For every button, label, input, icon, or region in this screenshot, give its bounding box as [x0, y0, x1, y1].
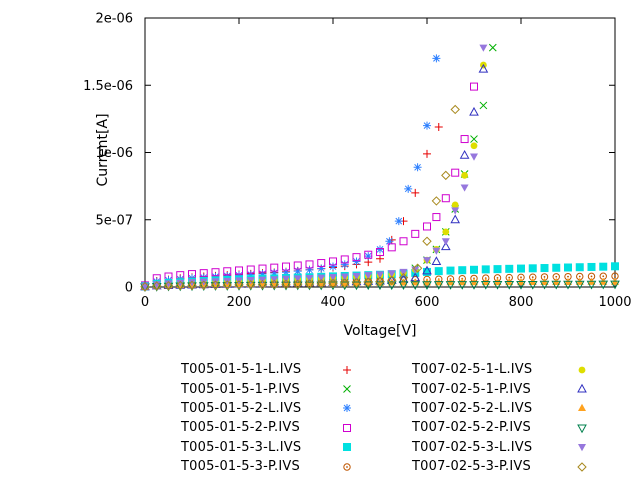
legend-item: T005-01-5-1-L.IVS: [181, 360, 355, 379]
square-filled-marker-icon: [343, 443, 351, 452]
legend-marker-icon: [574, 420, 590, 436]
legend-marker-icon: [574, 459, 590, 475]
legend-item: T007-02-5-3-L.IVS: [412, 438, 590, 457]
legend-marker-icon: [574, 400, 590, 416]
legend-label: T005-01-5-3-L.IVS: [181, 439, 302, 455]
legend-label: T005-01-5-3-P.IVS: [181, 459, 300, 475]
triangle-down-filled-marker-icon: [578, 444, 586, 452]
legend-marker-icon: [339, 459, 355, 475]
svg-text:1000: 1000: [598, 295, 631, 310]
legend-label: T007-02-5-1-L.IVS: [412, 362, 533, 378]
legend-item: T007-02-5-1-L.IVS: [412, 360, 590, 379]
legend-marker-icon: [339, 420, 355, 436]
series-points: [140, 43, 620, 293]
svg-text:200: 200: [227, 295, 252, 310]
svg-text:2e-06: 2e-06: [95, 12, 133, 27]
legend-label: T005-01-5-1-L.IVS: [181, 362, 302, 378]
legend-marker-icon: [339, 381, 355, 397]
legend-marker-icon: [339, 400, 355, 416]
legend-column-left: T005-01-5-1-L.IVS T005-01-5-1-P.IVS T005…: [181, 360, 355, 476]
triangle-down-open-marker-icon: [577, 424, 587, 434]
legend-label: T007-02-5-1-P.IVS: [412, 381, 531, 397]
svg-text:600: 600: [415, 295, 440, 310]
legend-column-right: T007-02-5-1-L.IVS T007-02-5-1-P.IVS T007…: [412, 360, 590, 476]
legend-item: T005-01-5-3-L.IVS: [181, 438, 355, 457]
svg-text:1.5e-06: 1.5e-06: [83, 79, 133, 94]
legend-item: T007-02-5-2-L.IVS: [412, 399, 590, 418]
svg-text:800: 800: [509, 295, 534, 310]
legend-item: T007-02-5-3-P.IVS: [412, 457, 590, 476]
series-T005-01-5-1-P.IVS: [141, 43, 497, 291]
triangle-up-filled-marker-icon: [578, 404, 586, 412]
series-T005-01-5-2-L.IVS: [141, 54, 441, 290]
legend-label: T007-02-5-2-L.IVS: [412, 400, 533, 416]
square-open-marker-icon: [343, 423, 351, 432]
x-axis-title: Voltage[V]: [343, 323, 417, 339]
legend-marker-icon: [339, 362, 355, 378]
legend-item: T005-01-5-2-P.IVS: [181, 418, 355, 437]
legend-item: T007-02-5-1-P.IVS: [412, 379, 590, 398]
series-T007-02-5-1-L.IVS: [141, 61, 487, 290]
svg-text:1e-06: 1e-06: [95, 146, 133, 161]
legend-label: T007-02-5-3-L.IVS: [412, 439, 533, 455]
circle-filled-marker-icon: [578, 366, 586, 374]
series-T007-02-5-1-P.IVS: [140, 63, 489, 291]
triangle-up-open-marker-icon: [577, 383, 587, 393]
legend-item: T005-01-5-2-L.IVS: [181, 399, 355, 418]
svg-text:0: 0: [125, 281, 133, 296]
series-T005-01-5-1-L.IVS: [141, 122, 443, 290]
circle-open-marker-icon: [343, 462, 351, 471]
legend-label: T007-02-5-2-P.IVS: [412, 420, 531, 436]
legend-marker-icon: [574, 439, 590, 455]
svg-text:0: 0: [141, 295, 149, 310]
legend-marker-icon: [339, 439, 355, 455]
legend-label: T005-01-5-1-P.IVS: [181, 381, 300, 397]
diamond-open-marker-icon: [577, 461, 587, 472]
legend-label: T005-01-5-2-L.IVS: [181, 400, 302, 416]
axis-tick-labels: 0 200 400 600 800 1000 0 5e-07 1e-06 1.5e-06 2e-06: [83, 12, 631, 311]
legend-item: T005-01-5-3-P.IVS: [181, 457, 355, 476]
legend-marker-icon: [574, 381, 590, 397]
cross-marker-icon: [343, 385, 351, 393]
legend-marker-icon: [574, 362, 590, 378]
legend-label: T005-01-5-2-P.IVS: [181, 420, 300, 436]
plus-marker-icon: [343, 365, 351, 374]
svg-text:5e-07: 5e-07: [95, 213, 133, 228]
asterisk-marker-icon: [343, 404, 351, 413]
y-axis-title: Current[A]: [95, 113, 111, 187]
legend-label: T007-02-5-3-P.IVS: [412, 459, 531, 475]
series-T007-02-5-3-L.IVS: [141, 44, 488, 291]
series-T007-02-5-3-P.IVS: [140, 104, 460, 292]
legend-item: T005-01-5-1-P.IVS: [181, 379, 355, 398]
legend-item: T007-02-5-2-P.IVS: [412, 418, 590, 437]
svg-text:400: 400: [321, 295, 346, 310]
